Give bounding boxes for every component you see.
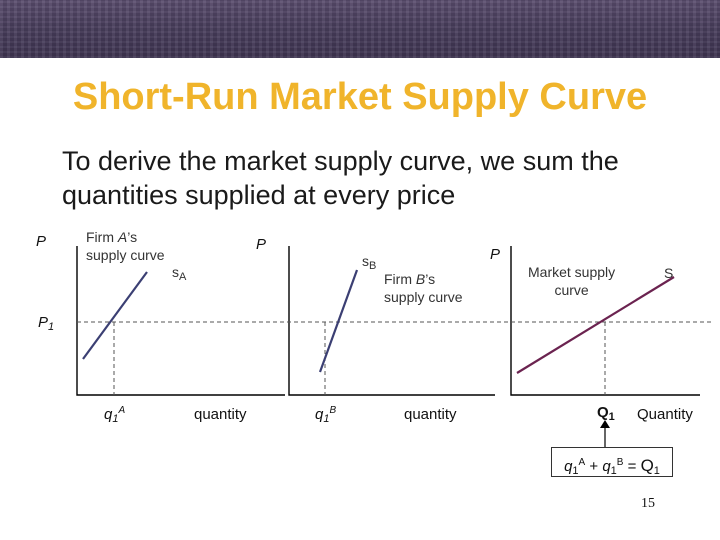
p-axis-label-a: P [36, 233, 47, 250]
supply-curve-firm-a [82, 271, 148, 360]
slide-title: Short-Run Market Supply Curve [72, 76, 648, 118]
p-axis-label-market: P [490, 246, 501, 263]
axes-market [510, 246, 700, 396]
Q1-label: Q1 [597, 404, 615, 423]
q1b-label: q1B [315, 405, 337, 425]
slide-subtitle: To derive the market supply curve, we su… [62, 146, 619, 210]
axes-firm-b [288, 246, 495, 396]
firm-a-label: Firm A’s supply curve [86, 229, 165, 263]
page-number: 15 [641, 496, 655, 511]
s-market-label: S [664, 265, 674, 281]
p-axis-label-b: P [256, 236, 267, 253]
s-a-label: sA [172, 264, 187, 283]
q1a-label: q1A [104, 405, 126, 425]
arrow-head [600, 420, 610, 428]
quantity-label-market: Quantity [637, 406, 693, 423]
header-banner [0, 0, 720, 58]
quantity-label-a: quantity [194, 406, 247, 423]
s-b-label: sB [362, 253, 377, 272]
supply-curve-market [516, 276, 675, 374]
firm-b-label: Firm B’s supply curve [384, 271, 463, 305]
axes-firm-a [76, 246, 285, 396]
quantity-label-b: quantity [404, 406, 457, 423]
market-supply-label: Market supply curve [528, 264, 616, 298]
sum-equation-box: q1A + q1B = Q1 [551, 447, 673, 477]
supply-curve-firm-b [318, 269, 359, 373]
p1-label: P1 [38, 314, 55, 333]
